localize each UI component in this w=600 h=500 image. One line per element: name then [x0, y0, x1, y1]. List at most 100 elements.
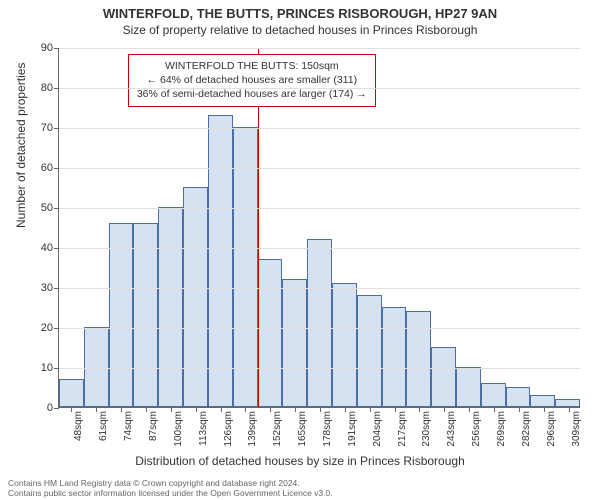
- xtick-mark: [146, 407, 147, 412]
- page-subtitle: Size of property relative to detached ho…: [0, 23, 600, 37]
- annotation-box: WINTERFOLD THE BUTTS: 150sqm ← 64% of de…: [128, 54, 376, 107]
- xtick-mark: [370, 407, 371, 412]
- gridline: [59, 368, 580, 369]
- ytick-label: 20: [41, 322, 53, 334]
- gridline: [59, 128, 580, 129]
- xtick-mark: [544, 407, 545, 412]
- annot-line-3: 36% of semi-detached houses are larger (…: [137, 87, 367, 101]
- xtick-mark: [469, 407, 470, 412]
- gridline: [59, 248, 580, 249]
- bar: [59, 379, 84, 407]
- ytick-mark: [54, 48, 59, 49]
- bar: [183, 187, 208, 407]
- xtick-label: 178sqm: [322, 411, 333, 447]
- xtick-label: 191sqm: [347, 411, 358, 447]
- footer-line-1: Contains HM Land Registry data © Crown c…: [8, 478, 592, 488]
- bar: [530, 395, 555, 407]
- xtick-label: 204sqm: [372, 411, 383, 447]
- ytick-mark: [54, 328, 59, 329]
- xtick-label: 165sqm: [297, 411, 308, 447]
- ytick-label: 30: [41, 282, 53, 294]
- bar: [109, 223, 134, 407]
- ytick-mark: [54, 248, 59, 249]
- footer: Contains HM Land Registry data © Crown c…: [8, 478, 592, 498]
- xtick-label: 74sqm: [123, 411, 134, 441]
- xtick-label: 296sqm: [546, 411, 557, 447]
- gridline: [59, 48, 580, 49]
- bar: [506, 387, 531, 407]
- xtick-label: 139sqm: [247, 411, 258, 447]
- xtick-mark: [121, 407, 122, 412]
- xtick-mark: [295, 407, 296, 412]
- bar: [133, 223, 158, 407]
- xtick-label: 87sqm: [148, 411, 159, 441]
- xtick-label: 230sqm: [421, 411, 432, 447]
- gridline: [59, 208, 580, 209]
- xtick-mark: [569, 407, 570, 412]
- ytick-mark: [54, 368, 59, 369]
- axes: WINTERFOLD THE BUTTS: 150sqm ← 64% of de…: [58, 48, 580, 408]
- bar: [332, 283, 357, 407]
- xtick-label: 256sqm: [471, 411, 482, 447]
- xtick-label: 113sqm: [198, 411, 209, 446]
- xtick-mark: [196, 407, 197, 412]
- footer-line-2: Contains public sector information licen…: [8, 488, 592, 498]
- ytick-label: 80: [41, 82, 53, 94]
- gridline: [59, 88, 580, 89]
- ytick-mark: [54, 128, 59, 129]
- ytick-mark: [54, 88, 59, 89]
- bar: [158, 207, 183, 407]
- ytick-mark: [54, 208, 59, 209]
- bar: [481, 383, 506, 407]
- xtick-mark: [519, 407, 520, 412]
- bar: [382, 307, 407, 407]
- bar: [282, 279, 307, 407]
- bar: [431, 347, 456, 407]
- gridline: [59, 288, 580, 289]
- xtick-label: 100sqm: [173, 411, 184, 447]
- ytick-label: 0: [47, 402, 53, 414]
- ytick-mark: [54, 288, 59, 289]
- bar: [456, 367, 481, 407]
- bar: [307, 239, 332, 407]
- bar: [208, 115, 233, 407]
- x-axis-label: Distribution of detached houses by size …: [0, 454, 600, 468]
- bar: [84, 327, 109, 407]
- xtick-mark: [320, 407, 321, 412]
- annot-line-2: ← 64% of detached houses are smaller (31…: [137, 73, 367, 87]
- xtick-label: 269sqm: [496, 411, 507, 447]
- ytick-label: 10: [41, 362, 53, 374]
- ytick-label: 50: [41, 202, 53, 214]
- xtick-label: 126sqm: [223, 411, 234, 447]
- bar: [233, 127, 258, 407]
- gridline: [59, 168, 580, 169]
- plot-area: WINTERFOLD THE BUTTS: 150sqm ← 64% of de…: [58, 48, 580, 408]
- gridline: [59, 328, 580, 329]
- ytick-mark: [54, 168, 59, 169]
- ytick-label: 40: [41, 242, 53, 254]
- xtick-label: 243sqm: [446, 411, 457, 447]
- ytick-label: 90: [41, 42, 53, 54]
- annot-line-1: WINTERFOLD THE BUTTS: 150sqm: [137, 59, 367, 73]
- xtick-mark: [395, 407, 396, 412]
- xtick-mark: [171, 407, 172, 412]
- ytick-label: 70: [41, 122, 53, 134]
- xtick-mark: [494, 407, 495, 412]
- bar: [406, 311, 431, 407]
- bar: [357, 295, 382, 407]
- xtick-mark: [345, 407, 346, 412]
- xtick-label: 282sqm: [521, 411, 532, 447]
- ytick-label: 60: [41, 162, 53, 174]
- bar: [258, 259, 283, 407]
- xtick-label: 61sqm: [98, 411, 109, 441]
- xtick-label: 217sqm: [397, 411, 408, 447]
- xtick-label: 152sqm: [272, 411, 283, 447]
- bar: [555, 399, 580, 407]
- y-axis-label: Number of detached properties: [14, 63, 28, 228]
- page-title: WINTERFOLD, THE BUTTS, PRINCES RISBOROUG…: [0, 6, 600, 21]
- ytick-mark: [54, 408, 59, 409]
- xtick-label: 309sqm: [571, 411, 582, 447]
- xtick-label: 48sqm: [73, 411, 84, 441]
- xtick-mark: [221, 407, 222, 412]
- title-block: WINTERFOLD, THE BUTTS, PRINCES RISBOROUG…: [0, 0, 600, 37]
